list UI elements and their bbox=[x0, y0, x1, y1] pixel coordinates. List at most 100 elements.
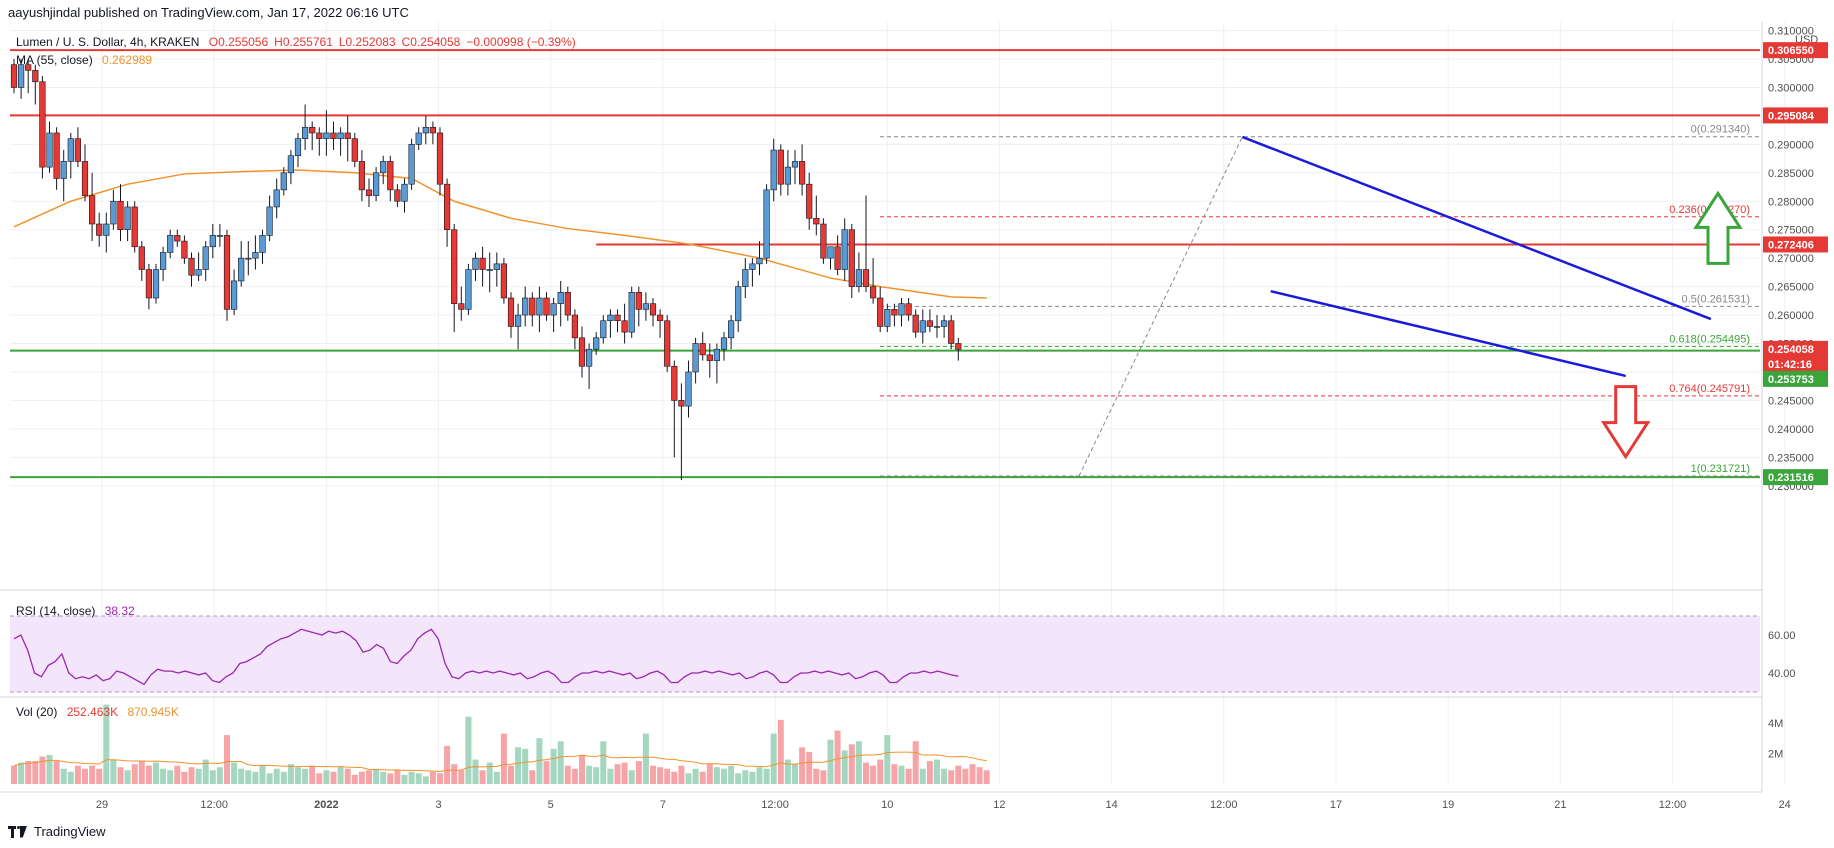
candle bbox=[216, 224, 224, 247]
candle bbox=[848, 224, 855, 298]
candle bbox=[664, 315, 671, 372]
price-label-res: 0.306550 bbox=[1763, 42, 1828, 59]
candle bbox=[898, 297, 905, 327]
ohlc-low: L0.252083 bbox=[338, 35, 396, 49]
footer-brand-text: TradingView bbox=[34, 824, 106, 839]
time-tick-label: 21 bbox=[1554, 799, 1566, 811]
candle-body bbox=[103, 223, 110, 236]
volume-bar bbox=[458, 770, 465, 784]
candle bbox=[372, 167, 380, 202]
candle-body bbox=[25, 64, 32, 71]
volume-bar bbox=[231, 762, 238, 784]
volume-bar bbox=[415, 773, 422, 784]
volume-bar bbox=[323, 770, 330, 784]
candle bbox=[862, 195, 870, 293]
candle-body bbox=[685, 371, 692, 407]
volume-bar bbox=[792, 764, 798, 784]
time-tick-label: 17 bbox=[1330, 799, 1342, 811]
candle-body bbox=[209, 235, 216, 248]
price-tick-label: 0.270000 bbox=[1768, 253, 1814, 265]
candle bbox=[138, 241, 145, 281]
volume-bar bbox=[550, 748, 557, 784]
candle-body bbox=[692, 343, 699, 373]
candle-body bbox=[635, 291, 642, 310]
candle bbox=[806, 172, 813, 230]
candle-body bbox=[529, 297, 536, 316]
time-tick-label: 7 bbox=[660, 799, 666, 811]
candle bbox=[344, 115, 351, 162]
candle-body bbox=[664, 320, 671, 367]
candle bbox=[720, 332, 728, 361]
candle-body bbox=[706, 354, 713, 361]
ma-label: MA (55, close) bbox=[16, 53, 93, 67]
candle-body bbox=[770, 149, 777, 191]
candle bbox=[919, 309, 926, 344]
volume-bar bbox=[18, 762, 25, 784]
volume-bar bbox=[429, 771, 436, 784]
candle bbox=[479, 246, 486, 287]
volume-bar bbox=[266, 773, 273, 784]
volume-bar bbox=[579, 754, 585, 784]
candle bbox=[309, 121, 316, 151]
volume-bar bbox=[600, 741, 607, 784]
candle bbox=[351, 132, 358, 168]
price-labels: 0.306550 0.295084 0.272406 0.254058 01:42:16… bbox=[1763, 42, 1828, 486]
candle bbox=[671, 360, 678, 458]
candle bbox=[415, 127, 422, 151]
volume-bar bbox=[117, 767, 124, 784]
candle bbox=[536, 286, 543, 333]
candle-body bbox=[628, 291, 635, 333]
candle-body bbox=[834, 246, 841, 270]
volume-bar bbox=[394, 770, 401, 784]
candle-body bbox=[372, 172, 380, 196]
volume-bar bbox=[39, 756, 46, 784]
volume-bar bbox=[848, 744, 855, 784]
candle-body bbox=[365, 189, 373, 196]
candle-body bbox=[500, 263, 508, 299]
candle-body bbox=[287, 155, 295, 174]
price-label-text: 0.231516 bbox=[1768, 472, 1814, 484]
candle bbox=[600, 315, 607, 344]
price-label-bg bbox=[1763, 469, 1828, 486]
candle-body bbox=[713, 348, 720, 361]
candle bbox=[607, 309, 614, 338]
candle-body bbox=[17, 64, 25, 88]
volume-bar bbox=[713, 767, 720, 784]
candle bbox=[181, 235, 188, 264]
ma-line bbox=[13, 169, 987, 299]
candle-body bbox=[195, 269, 202, 276]
volume-bar bbox=[238, 768, 245, 784]
main-legend: Lumen / U. S. Dollar, 4h, KRAKEN O0.2550… bbox=[16, 35, 582, 49]
candle-body bbox=[458, 303, 465, 310]
candle bbox=[152, 263, 160, 304]
price-label-bg bbox=[1763, 236, 1828, 253]
candle-body bbox=[81, 161, 89, 196]
volume-bar bbox=[806, 751, 813, 784]
candle bbox=[912, 309, 919, 338]
candle bbox=[458, 286, 465, 321]
volume-bar bbox=[884, 735, 891, 784]
candle bbox=[685, 360, 692, 418]
ma-value: 0.262989 bbox=[102, 53, 153, 67]
volume-bar bbox=[820, 770, 827, 784]
volume-bar bbox=[216, 767, 223, 784]
candle-body bbox=[578, 337, 586, 367]
price-tick-label: 0.275000 bbox=[1768, 225, 1814, 237]
candle bbox=[323, 110, 330, 156]
volume-bar bbox=[841, 750, 848, 784]
volume-bar bbox=[543, 761, 550, 784]
candle-body bbox=[96, 223, 103, 236]
candle-body bbox=[145, 269, 153, 299]
volume-bar bbox=[948, 770, 955, 784]
candle-body bbox=[884, 309, 891, 327]
candle bbox=[337, 127, 344, 156]
price-label-text: 0.254058 bbox=[1768, 344, 1814, 356]
candle bbox=[188, 252, 195, 287]
candle bbox=[926, 309, 933, 333]
candle bbox=[287, 150, 295, 185]
price-tick-label: 0.245000 bbox=[1768, 395, 1814, 407]
down-arrow-icon bbox=[1600, 385, 1651, 460]
candle bbox=[117, 184, 124, 242]
rsi-line bbox=[13, 628, 959, 686]
